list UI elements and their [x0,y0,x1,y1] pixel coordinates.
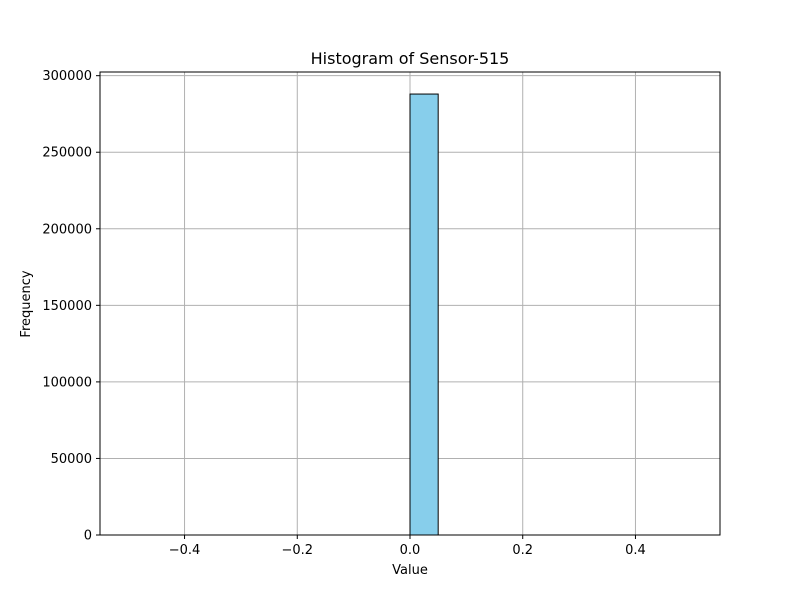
y-axis-label: Frequency [19,270,34,337]
x-tick-label: −0.4 [169,543,201,558]
chart-title: Histogram of Sensor-515 [311,49,510,68]
histogram-bars [409,93,439,536]
y-tick-label: 200000 [42,222,92,237]
x-axis-label: Value [392,563,428,578]
x-tick-label: 0.0 [400,543,421,558]
x-tick-label: 0.4 [625,543,646,558]
y-tick-label: 150000 [42,299,92,314]
y-tick-label: 250000 [42,146,92,161]
x-tick-label: −0.2 [281,543,313,558]
y-tick-label: 0 [84,529,92,544]
y-tick-label: 50000 [51,452,92,467]
x-axis-ticks: −0.4 −0.2 0.0 0.2 0.4 [169,535,646,558]
histogram-bar [409,93,439,536]
y-tick-label: 300000 [42,69,92,84]
y-axis-ticks: 0 50000 100000 150000 200000 250000 300000 [42,69,100,544]
x-tick-label: 0.2 [512,543,533,558]
y-tick-label: 100000 [42,375,92,390]
